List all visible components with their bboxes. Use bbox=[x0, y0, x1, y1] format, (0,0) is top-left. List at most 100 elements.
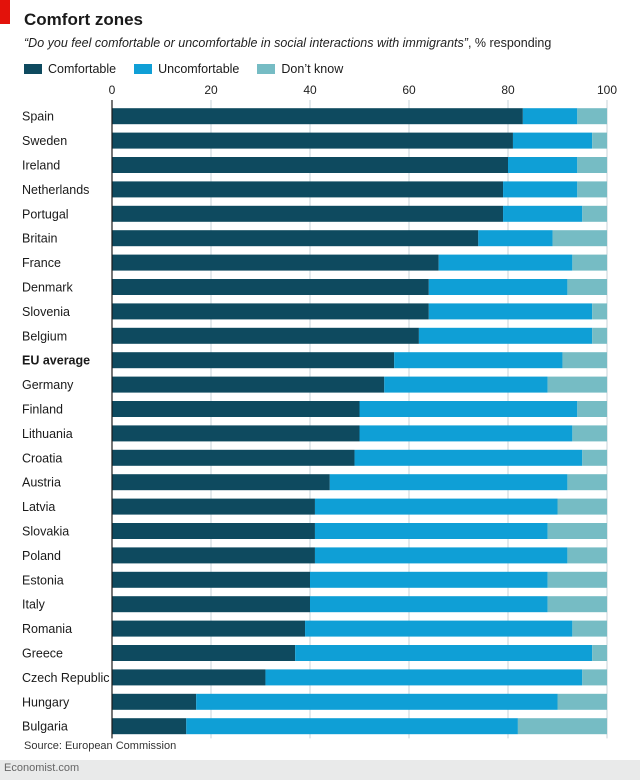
bar-sweden-comfortable bbox=[112, 132, 513, 149]
stacked-bar-chart: 0 20 40 60 80 100 Spain Sweden Ireland Netherland… bbox=[22, 83, 617, 739]
bar-eu-average-comfortable bbox=[112, 352, 395, 369]
bar-denmark-dont-know bbox=[567, 279, 607, 295]
bar-slovenia-dont-know bbox=[592, 303, 607, 320]
bar-lithuania-uncomfortable bbox=[359, 425, 573, 442]
country-label-ireland: Ireland bbox=[22, 159, 60, 173]
legend-label-dont-know: Don’t know bbox=[281, 62, 344, 76]
bar-hungary-comfortable bbox=[112, 693, 197, 710]
bar-ireland-comfortable bbox=[112, 157, 508, 173]
legend-item-uncomfortable: Uncomfortable bbox=[134, 62, 239, 76]
chart-subtitle: “Do you feel comfortable or uncomfortabl… bbox=[24, 36, 551, 50]
bar-portugal-comfortable bbox=[112, 205, 504, 222]
bar-spain-uncomfortable bbox=[522, 108, 578, 125]
chart-legend: Comfortable Uncomfortable Don’t know bbox=[24, 62, 343, 76]
bar-bulgaria-comfortable bbox=[112, 718, 187, 735]
country-label-estonia: Estonia bbox=[22, 573, 64, 587]
bar-sweden-dont-know bbox=[592, 132, 607, 149]
country-label-slovakia: Slovakia bbox=[22, 525, 69, 539]
bar-bulgaria-dont-know bbox=[517, 718, 607, 735]
bar-slovenia-uncomfortable bbox=[428, 303, 593, 320]
bar-romania-comfortable bbox=[112, 620, 306, 637]
bar-slovenia-comfortable bbox=[112, 303, 429, 320]
x-tick-label-40: 40 bbox=[303, 83, 317, 97]
chart-title: Comfort zones bbox=[24, 10, 143, 29]
bar-greece-uncomfortable bbox=[295, 645, 593, 661]
country-label-slovenia: Slovenia bbox=[22, 305, 70, 319]
country-label-czech-republic: Czech Republic bbox=[22, 671, 110, 685]
bar-austria-comfortable bbox=[112, 474, 330, 491]
bar-croatia-dont-know bbox=[582, 449, 607, 466]
legend-label-comfortable: Comfortable bbox=[48, 62, 117, 76]
bar-bulgaria-uncomfortable bbox=[186, 718, 518, 735]
x-tick-label-60: 60 bbox=[402, 83, 416, 97]
country-label-eu-average: EU average bbox=[22, 354, 90, 368]
bar-lithuania-comfortable bbox=[112, 425, 360, 442]
bar-netherlands-dont-know bbox=[577, 181, 607, 198]
bar-italy-comfortable bbox=[112, 596, 310, 613]
bar-romania-dont-know bbox=[572, 620, 607, 637]
x-tick-label-80: 80 bbox=[501, 83, 515, 97]
bar-france-comfortable bbox=[112, 254, 439, 271]
bar-netherlands-uncomfortable bbox=[503, 181, 578, 198]
bar-belgium-uncomfortable bbox=[418, 327, 593, 344]
bar-germany-dont-know bbox=[547, 376, 607, 393]
bar-eu-average-dont-know bbox=[562, 352, 607, 369]
bar-czech-republic-comfortable bbox=[112, 669, 266, 686]
bar-italy-uncomfortable bbox=[310, 596, 548, 613]
legend-swatch-uncomfortable bbox=[134, 64, 153, 74]
subtitle-unit: , % responding bbox=[467, 36, 552, 50]
x-tick-label-0: 0 bbox=[109, 83, 116, 97]
bar-hungary-dont-know bbox=[557, 693, 607, 710]
bar-finland-comfortable bbox=[112, 401, 360, 417]
bar-sweden-uncomfortable bbox=[512, 132, 593, 149]
bar-denmark-uncomfortable bbox=[428, 279, 568, 295]
country-label-netherlands: Netherlands bbox=[22, 183, 89, 197]
bar-poland-comfortable bbox=[112, 547, 315, 564]
country-label-denmark: Denmark bbox=[22, 281, 73, 295]
bar-estonia-dont-know bbox=[547, 571, 607, 588]
subtitle-question: “Do you feel comfortable or uncomfortabl… bbox=[24, 36, 468, 50]
bar-estonia-uncomfortable bbox=[310, 571, 548, 588]
bar-britain-comfortable bbox=[112, 230, 479, 247]
country-label-greece: Greece bbox=[22, 647, 63, 661]
bar-ireland-uncomfortable bbox=[508, 157, 578, 173]
legend-item-comfortable: Comfortable bbox=[24, 62, 116, 76]
bar-slovakia-uncomfortable bbox=[314, 523, 548, 539]
country-label-hungary: Hungary bbox=[22, 695, 70, 709]
country-label-poland: Poland bbox=[22, 549, 61, 563]
legend-swatch-comfortable bbox=[24, 64, 42, 74]
bar-france-dont-know bbox=[572, 254, 607, 271]
bar-latvia-dont-know bbox=[557, 498, 607, 515]
country-label-germany: Germany bbox=[22, 378, 74, 392]
bar-slovakia-comfortable bbox=[112, 523, 315, 539]
legend-swatch-dont-know bbox=[257, 64, 276, 74]
bar-lithuania-dont-know bbox=[572, 425, 607, 442]
bar-portugal-uncomfortable bbox=[503, 205, 583, 222]
legend-label-uncomfortable: Uncomfortable bbox=[158, 62, 240, 76]
bar-portugal-dont-know bbox=[582, 205, 607, 222]
bar-greece-dont-know bbox=[592, 645, 607, 661]
bar-greece-comfortable bbox=[112, 645, 296, 661]
bar-ireland-dont-know bbox=[577, 157, 607, 173]
x-tick-label-100: 100 bbox=[597, 83, 617, 97]
bar-hungary-uncomfortable bbox=[196, 693, 558, 710]
country-label-spain: Spain bbox=[22, 110, 54, 124]
bar-austria-dont-know bbox=[567, 474, 607, 491]
bar-slovakia-dont-know bbox=[547, 523, 607, 539]
bar-estonia-comfortable bbox=[112, 571, 310, 588]
bar-poland-uncomfortable bbox=[314, 547, 568, 564]
bar-belgium-dont-know bbox=[592, 327, 607, 344]
bar-spain-dont-know bbox=[577, 108, 607, 125]
country-label-sweden: Sweden bbox=[22, 134, 67, 148]
bar-finland-uncomfortable bbox=[359, 401, 578, 417]
country-label-austria: Austria bbox=[22, 476, 61, 490]
x-tick-label-20: 20 bbox=[204, 83, 218, 97]
bar-eu-average-uncomfortable bbox=[394, 352, 563, 369]
country-label-bulgaria: Bulgaria bbox=[22, 720, 68, 734]
bar-belgium-comfortable bbox=[112, 327, 419, 344]
country-label-france: France bbox=[22, 256, 61, 270]
bar-britain-dont-know bbox=[552, 230, 607, 247]
bar-netherlands-comfortable bbox=[112, 181, 504, 198]
bar-croatia-uncomfortable bbox=[354, 449, 583, 466]
bar-germany-uncomfortable bbox=[384, 376, 548, 393]
